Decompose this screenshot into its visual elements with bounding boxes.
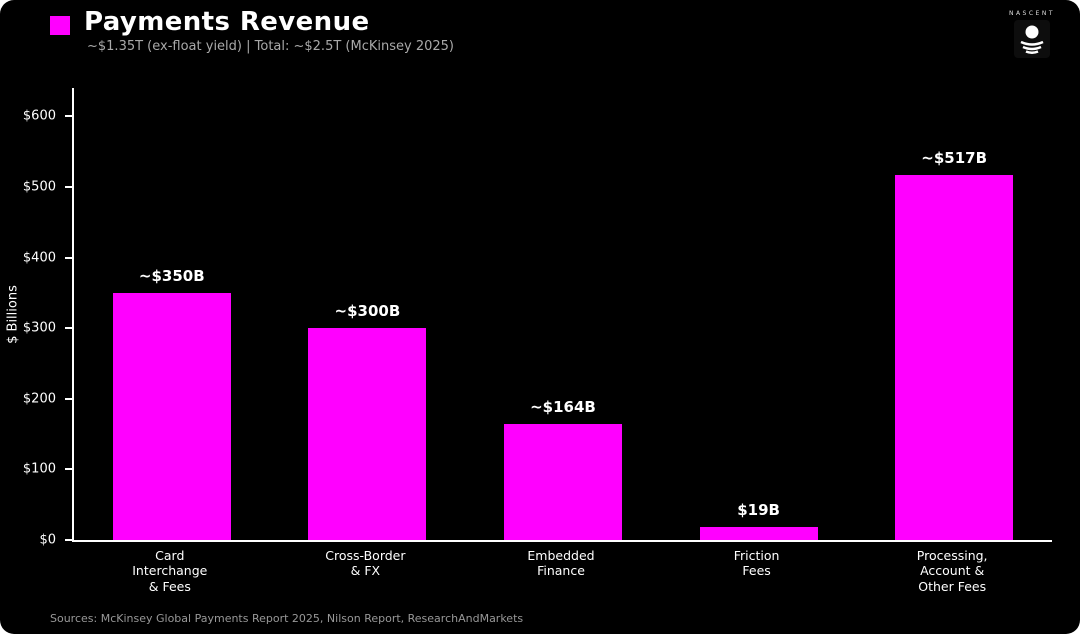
y-tick-mark — [65, 115, 74, 118]
y-tick-label: $400 — [22, 250, 56, 265]
bar-value-label: $19B — [737, 500, 780, 519]
x-axis-category-label: Card Interchange & Fees — [132, 548, 208, 594]
bar-value-label: ~$517B — [921, 148, 988, 167]
bar — [699, 526, 818, 540]
bar-value-label: ~$300B — [334, 302, 401, 321]
x-axis-category-label: Processing, Account & Other Fees — [916, 548, 988, 594]
bar — [112, 292, 231, 540]
y-tick-mark — [65, 397, 74, 400]
chart-title: Payments Revenue — [84, 7, 370, 37]
y-axis: $0 $100 $200 $300 $400 $500 $600 — [0, 88, 74, 548]
bar-group: ~$300B — [270, 302, 465, 540]
bar-group: ~$350B — [74, 267, 269, 540]
brand-logo: NASCENT — [1008, 10, 1056, 62]
chart-subtitle: ~$1.35T (ex-float yield) | Total: ~$2.5T… — [87, 39, 454, 54]
y-tick-label: $300 — [22, 320, 56, 336]
legend-swatch — [50, 16, 70, 35]
y-tick-label: $0 — [39, 532, 56, 548]
x-axis-category-label: Embedded Finance — [527, 548, 595, 579]
y-tick-label: $200 — [22, 391, 56, 407]
sources-note: Sources: McKinsey Global Payments Report… — [50, 612, 524, 625]
y-tick-label: $500 — [22, 179, 56, 195]
y-tick-mark — [65, 468, 74, 471]
y-tick-mark — [65, 539, 74, 541]
x-axis: Card Interchange & Fees Cross-Border & FX… — [72, 548, 1050, 594]
y-tick-mark — [65, 256, 74, 259]
y-tick-mark — [65, 185, 74, 188]
y-tick-mark — [65, 327, 74, 330]
bar-value-label: ~$164B — [530, 398, 596, 417]
nascent-logo-icon — [1014, 20, 1050, 58]
plot-area: ~$350B ~$300B ~$164B $19B ~$517B — [72, 88, 1052, 542]
y-tick-label: $600 — [22, 108, 56, 124]
bar — [503, 424, 622, 540]
bar — [895, 174, 1014, 540]
brand-name: NASCENT — [1008, 10, 1056, 17]
bar-value-label: ~$350B — [138, 266, 205, 285]
bar — [308, 328, 427, 540]
y-tick-label: $100 — [22, 461, 56, 477]
x-axis-category-label: Friction Fees — [733, 548, 780, 579]
bar-group: ~$164B — [465, 398, 660, 540]
bar-group: $19B — [661, 501, 856, 540]
x-axis-category-label: Cross-Border & FX — [325, 548, 406, 579]
bar-group: ~$517B — [857, 149, 1052, 540]
